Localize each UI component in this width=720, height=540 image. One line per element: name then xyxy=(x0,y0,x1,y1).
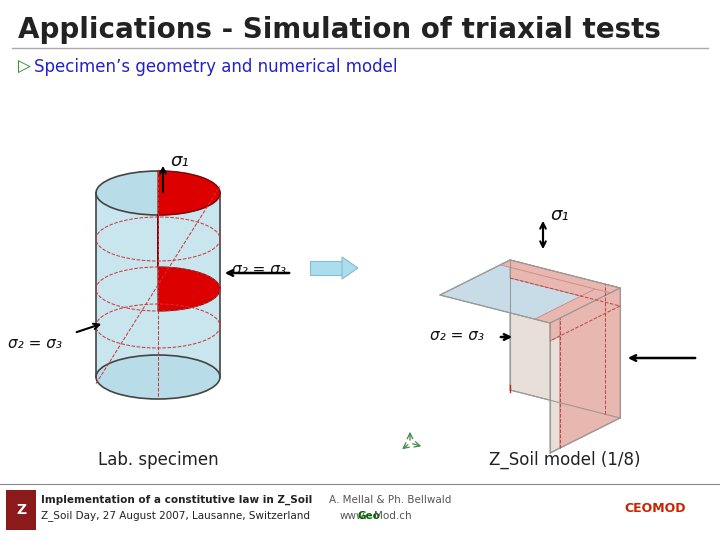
Polygon shape xyxy=(500,260,620,293)
Text: Z_Soil model (1/8): Z_Soil model (1/8) xyxy=(490,451,641,469)
Bar xyxy=(6,490,36,530)
Polygon shape xyxy=(559,288,620,448)
Polygon shape xyxy=(510,260,620,306)
Polygon shape xyxy=(342,257,358,279)
Text: Z: Z xyxy=(16,503,26,517)
Text: www.: www. xyxy=(340,511,368,521)
Polygon shape xyxy=(440,260,620,323)
Polygon shape xyxy=(96,193,220,377)
Text: σ₂ = σ₃: σ₂ = σ₃ xyxy=(232,262,286,278)
Ellipse shape xyxy=(96,171,220,215)
Polygon shape xyxy=(550,288,620,341)
Text: Z_Soil Day, 27 August 2007, Lausanne, Switzerland: Z_Soil Day, 27 August 2007, Lausanne, Sw… xyxy=(41,510,310,522)
Text: Specimen’s geometry and numerical model: Specimen’s geometry and numerical model xyxy=(34,58,397,76)
Polygon shape xyxy=(550,288,620,453)
Text: σ₁: σ₁ xyxy=(170,152,189,170)
Ellipse shape xyxy=(96,355,220,399)
Text: σ₂ = σ₃: σ₂ = σ₃ xyxy=(430,327,484,342)
Polygon shape xyxy=(158,171,220,311)
Text: ▷: ▷ xyxy=(18,58,31,76)
Text: Implementation of a constitutive law in Z_Soil: Implementation of a constitutive law in … xyxy=(41,495,312,505)
Polygon shape xyxy=(605,284,620,418)
Text: Mod.ch: Mod.ch xyxy=(374,511,412,521)
Text: Applications - Simulation of triaxial tests: Applications - Simulation of triaxial te… xyxy=(18,16,661,44)
Polygon shape xyxy=(535,284,620,323)
Text: Geo: Geo xyxy=(358,511,381,521)
Text: σ₂ = σ₃: σ₂ = σ₃ xyxy=(8,335,62,350)
Polygon shape xyxy=(510,260,620,418)
Text: σ₁: σ₁ xyxy=(550,206,569,224)
Text: Lab. specimen: Lab. specimen xyxy=(98,451,218,469)
Bar xyxy=(310,261,347,275)
Text: A. Mellal & Ph. Bellwald: A. Mellal & Ph. Bellwald xyxy=(329,495,451,505)
Text: CEOMOD: CEOMOD xyxy=(624,502,685,515)
